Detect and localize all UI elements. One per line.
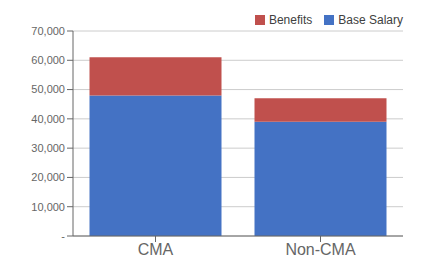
svg-text:40,000: 40,000 bbox=[31, 113, 65, 125]
html-text:Benefits: Benefits bbox=[268, 13, 313, 27]
svg-text:20,000: 20,000 bbox=[31, 171, 65, 183]
svg-text:-: - bbox=[61, 230, 65, 242]
svg-text:30,000: 30,000 bbox=[31, 142, 65, 154]
svg-text:60,000: 60,000 bbox=[31, 54, 65, 66]
svg-text:Non-CMA: Non-CMA bbox=[285, 241, 356, 258]
svg-text:CMA: CMA bbox=[138, 241, 174, 258]
svg-text:50,000: 50,000 bbox=[31, 83, 65, 95]
html-text:Base Salary: Base Salary bbox=[338, 13, 403, 27]
svg-text:10,000: 10,000 bbox=[31, 201, 65, 213]
svg-text:70,000: 70,000 bbox=[31, 25, 65, 37]
